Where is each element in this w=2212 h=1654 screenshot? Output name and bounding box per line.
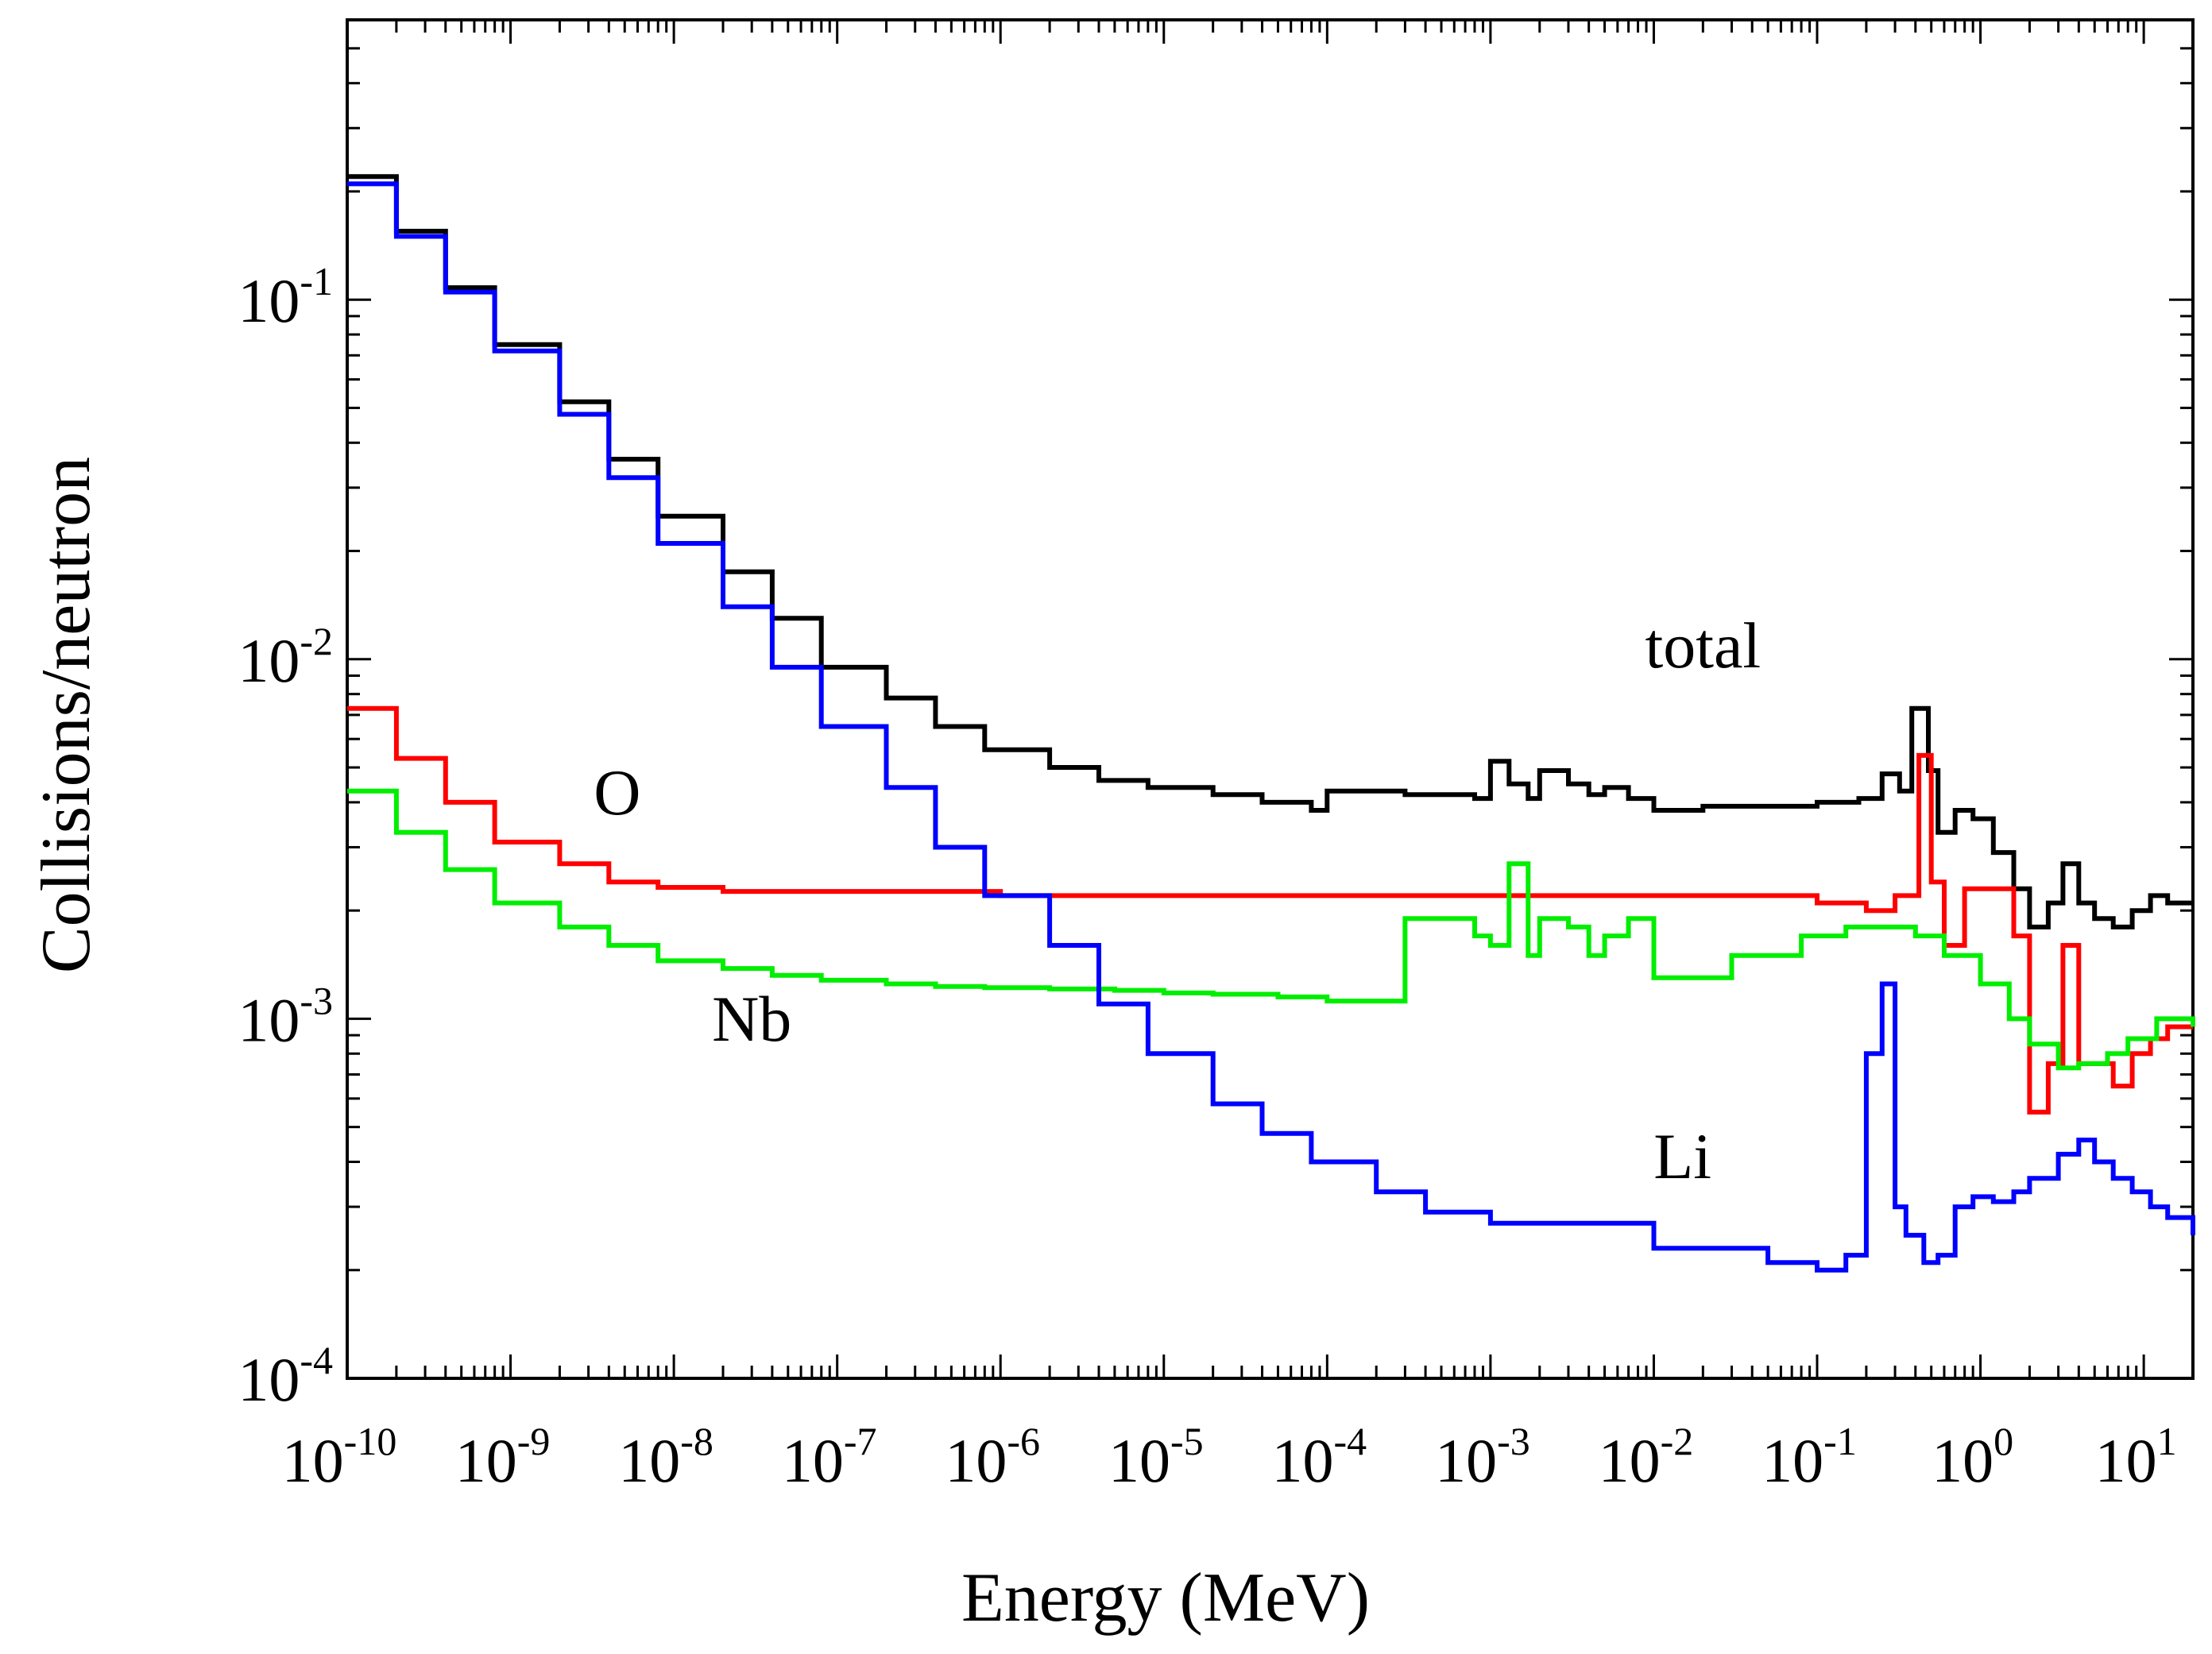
- series-li: [347, 181, 2195, 1273]
- x-tick-label: 10-6: [945, 1419, 1040, 1495]
- y-tick-label: 10-1: [238, 259, 333, 335]
- label-nb: Nb: [712, 983, 791, 1055]
- x-tick-label: 101: [2095, 1419, 2177, 1495]
- x-tick-label: 10-10: [282, 1419, 397, 1495]
- y-tick-label: 10-3: [238, 978, 333, 1054]
- y-tick-label: 10-2: [238, 619, 333, 695]
- x-tick-label: 100: [1932, 1419, 2013, 1495]
- label-li: Li: [1653, 1120, 1711, 1192]
- x-axis-title: Energy (MeV): [961, 1559, 1370, 1637]
- series-total: [347, 174, 2193, 929]
- x-tick-label: 10-3: [1435, 1419, 1530, 1495]
- axes-frame: [346, 18, 2195, 1380]
- y-tick-label: 10-4: [238, 1338, 333, 1414]
- x-tick-label: 10-8: [618, 1419, 713, 1495]
- x-tick-label: 10-2: [1599, 1419, 1694, 1495]
- label-total: total: [1645, 609, 1761, 682]
- x-tick-label: 10-4: [1272, 1419, 1367, 1495]
- x-tick-label: 10-7: [782, 1419, 877, 1495]
- series-labels: total O Nb Li: [594, 609, 1761, 1192]
- series-nb: [347, 788, 2195, 1071]
- plot-frame: [346, 18, 2195, 1380]
- tick-marks: [346, 20, 2195, 1380]
- tick-labels: 10-10 10-9 10-8 10-7 10-6 10-5 10-4 10-3 10-2 10-…: [238, 259, 2176, 1495]
- x-tick-label: 10-1: [1761, 1419, 1857, 1495]
- label-o: O: [594, 756, 640, 829]
- x-tick-label: 10-5: [1108, 1419, 1204, 1495]
- x-tick-label: 10-9: [455, 1419, 551, 1495]
- series-group: [347, 174, 2195, 1273]
- y-axis-title: Collisions/neutron: [28, 457, 105, 973]
